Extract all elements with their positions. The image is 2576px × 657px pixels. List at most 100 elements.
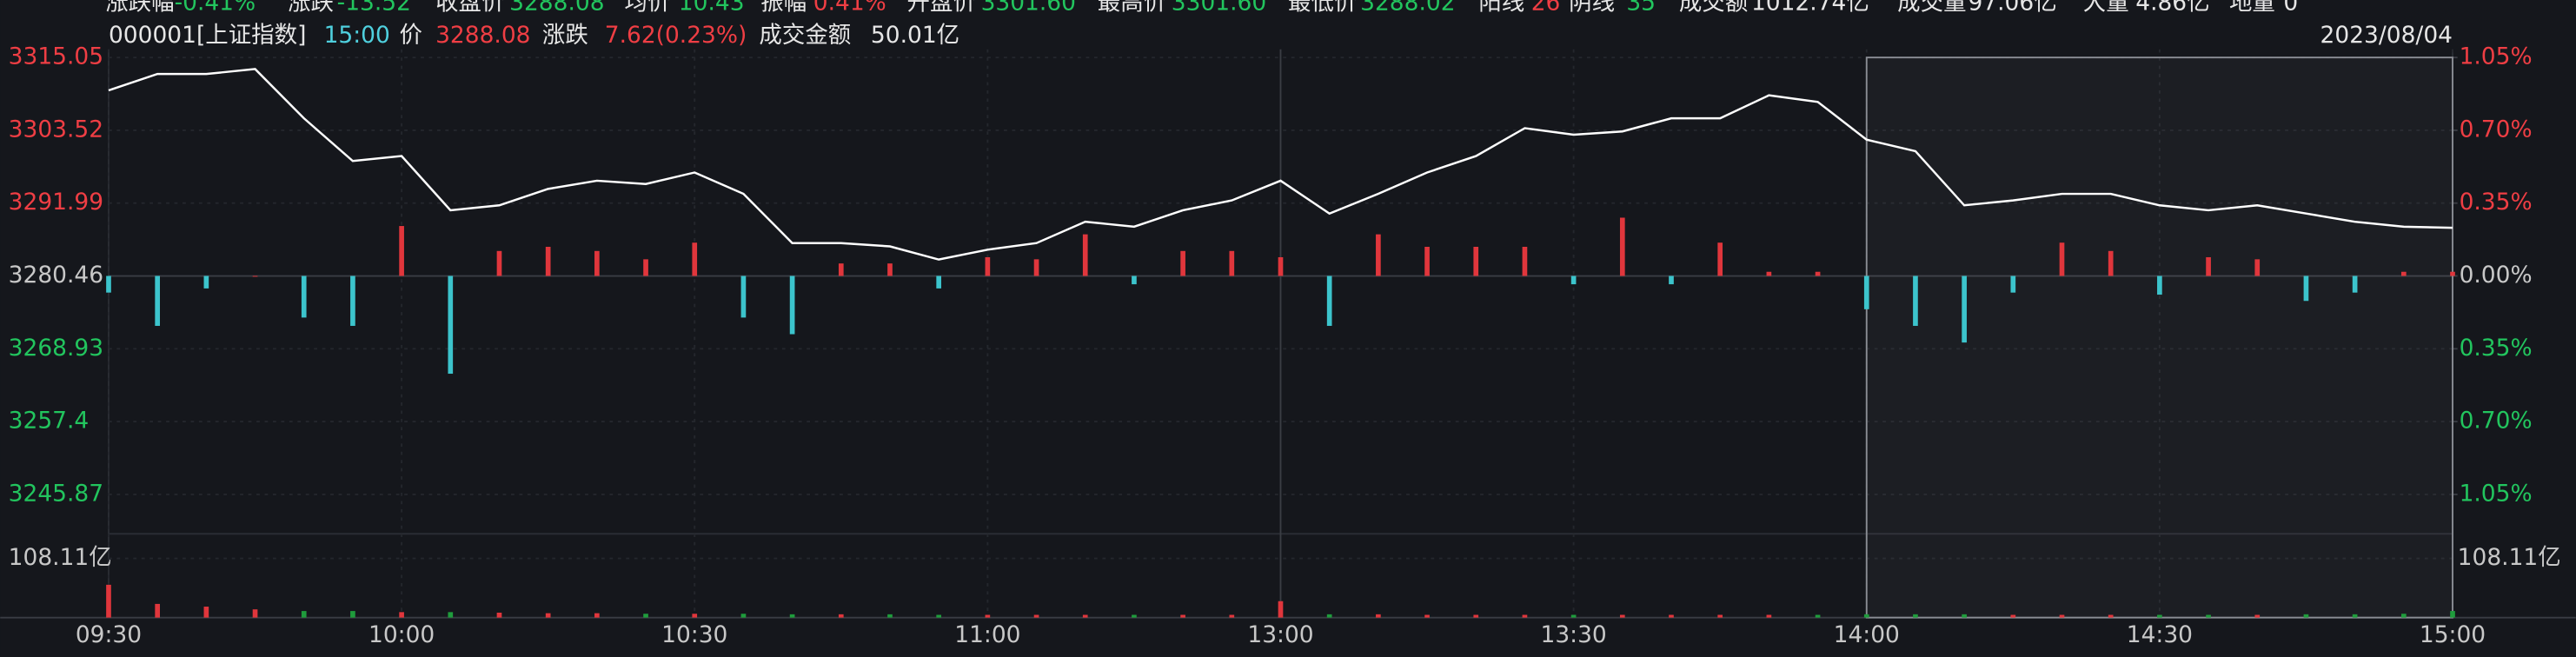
volume-bar [1278, 601, 1284, 618]
stat-value: 3288.02 [1360, 0, 1455, 16]
volume-bar [1376, 614, 1381, 618]
volume-bar [2010, 614, 2016, 618]
volume-bar [740, 614, 747, 618]
change-bar [2303, 275, 2309, 302]
x-tick-label: 13:30 [1541, 621, 1607, 648]
volume-bar [1717, 614, 1723, 618]
volume-bar [350, 611, 355, 618]
stat-value: 26 [1531, 0, 1561, 16]
change-bar [1570, 275, 1577, 285]
volume-bar [1033, 614, 1039, 618]
x-tick-label: 09:30 [76, 621, 142, 648]
stat-label: 成交量 [1897, 0, 1966, 16]
stat-label: 涨跌幅 [105, 0, 174, 16]
x-tick-label: 14:30 [2127, 621, 2193, 648]
volume-bar [1962, 614, 1967, 618]
volume-bar [1913, 614, 1918, 618]
change-bar [203, 275, 209, 289]
stat-label: 开盘价 [907, 0, 976, 16]
change-bar [1082, 234, 1088, 276]
stat-value: 0.41% [813, 0, 886, 16]
volume-bar [1082, 614, 1088, 618]
volume-bar [2400, 614, 2407, 618]
change-bar [1913, 275, 1918, 326]
change-bar [1962, 275, 1967, 343]
selection-box [1865, 56, 2453, 619]
volume-bar [2450, 611, 2455, 618]
change-bar [789, 275, 795, 335]
change-bar [448, 275, 454, 375]
x-tick-label: 10:00 [368, 621, 435, 648]
y2-tick-label: 0.00% [2460, 262, 2533, 289]
stat-value: -13.52 [337, 0, 411, 16]
stat-label: 阳线 [1478, 0, 1524, 16]
stat-label: 收盘价 [435, 0, 504, 16]
change-bar [1033, 259, 1039, 276]
change-bar [1863, 275, 1869, 309]
volume-bar [2254, 614, 2261, 618]
symbol: 000001[上证指数] [109, 22, 306, 49]
y-tick-label: 3303.52 [9, 116, 103, 143]
change-bar [692, 242, 698, 276]
volume-bar [838, 614, 844, 618]
price-label: 价 [400, 22, 422, 49]
change-bar [936, 275, 942, 289]
y2-tick-label: 0.35% [2460, 189, 2533, 216]
change: 7.62(0.23%) [605, 22, 747, 49]
x-tick-label: 15:00 [2420, 621, 2486, 648]
change-bar [2254, 259, 2261, 276]
change-bar [1424, 247, 1430, 276]
volume-bar [1863, 614, 1869, 618]
change-bar [1619, 217, 1625, 276]
change-bar [1180, 250, 1185, 276]
stat-value: 3288.08 [509, 0, 604, 16]
volume-bar [448, 612, 454, 618]
change-bar [643, 259, 648, 276]
volume-bar [1619, 614, 1625, 618]
volume-tick-label: 108.11亿 [2458, 544, 2561, 571]
volume-bar [106, 584, 111, 618]
change-bar [252, 275, 258, 277]
volume-bar [1424, 614, 1430, 618]
volume-tick-label: 108.11亿 [9, 544, 112, 571]
volume-bar [789, 614, 795, 618]
y2-tick-label: 0.70% [2460, 408, 2533, 435]
change-bar [2352, 275, 2358, 293]
amount: 50.01亿 [871, 22, 959, 49]
y-tick-label: 3280.46 [9, 262, 103, 289]
y2-tick-label: 0.70% [2460, 116, 2533, 143]
change-bar [2010, 275, 2016, 293]
volume-bar [301, 611, 307, 618]
change-bar [594, 250, 600, 276]
change-label: 涨跌 [542, 22, 588, 49]
volume-bar [2108, 614, 2114, 618]
change-bar [1522, 247, 1528, 276]
change-bar [2108, 250, 2114, 276]
change-bar [1669, 275, 1674, 285]
stat-value: 3301.60 [1172, 0, 1266, 16]
volume-bar [1815, 614, 1821, 618]
stat-label: 最低价 [1288, 0, 1357, 16]
y2-tick-label: 1.05% [2460, 43, 2533, 70]
volume-bar [545, 613, 551, 618]
change-bar [1376, 234, 1381, 276]
stat-label: 均价 [624, 0, 670, 16]
stat-label: 阴线 [1569, 0, 1615, 16]
date: 2023/08/04 [2320, 22, 2453, 49]
change-bar [2157, 275, 2162, 295]
volume-bar [252, 609, 258, 618]
change-bar [985, 256, 991, 276]
y-tick-label: 3291.99 [9, 189, 103, 216]
volume-bar [643, 614, 648, 618]
change-bar [155, 275, 161, 326]
change-bar [496, 250, 502, 276]
change-bar [301, 275, 307, 318]
x-tick-label: 10:30 [661, 621, 727, 648]
volume-bar [1522, 614, 1528, 618]
change-bar [106, 275, 111, 293]
volume-bar [1473, 614, 1479, 618]
x-tick-label: 14:00 [1834, 621, 1900, 648]
amount-label: 成交金额 [759, 22, 851, 49]
change-bar [545, 247, 551, 276]
